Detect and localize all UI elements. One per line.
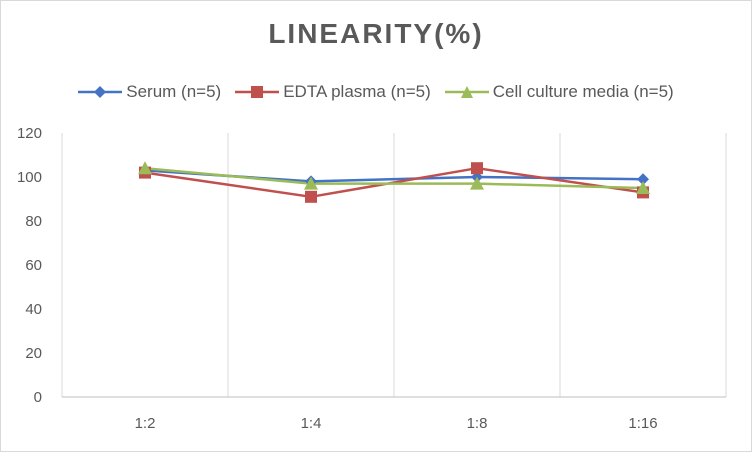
y-tick-label: 60	[25, 257, 42, 274]
data-point-2	[636, 181, 650, 194]
legend-item-serum: Serum (n=5)	[78, 82, 221, 102]
legend-item-edta-plasma: EDTA plasma (n=5)	[235, 82, 431, 102]
data-point-2	[138, 161, 152, 175]
data-point-2	[304, 176, 318, 190]
legend-label-serum: Serum (n=5)	[126, 82, 222, 101]
legend-marker-edta-plasma	[235, 86, 280, 98]
legend-label-edta-plasma: EDTA plasma (n=5)	[283, 82, 431, 101]
series-line-2	[144, 166, 644, 190]
y-tick-label: 120	[17, 125, 42, 142]
data-point-1	[471, 162, 483, 175]
data-point-2	[470, 176, 484, 190]
data-point-0	[637, 173, 649, 186]
chart-title: LINEARITY(%)	[268, 18, 484, 49]
x-tick-label: 1:8	[467, 415, 488, 432]
y-tick-label: 100	[17, 169, 42, 186]
legend-marker-cell-culture-media	[444, 86, 489, 98]
legend-marker-serum	[78, 86, 123, 98]
x-tick-label: 1:2	[135, 415, 156, 432]
y-tick-label: 80	[25, 213, 42, 230]
data-point-1	[305, 190, 317, 203]
y-tick-label: 20	[25, 345, 42, 362]
legend-item-cell-culture-media: Cell culture media (n=5)	[444, 82, 674, 102]
x-tick-label: 1:16	[628, 415, 657, 432]
legend-label-cell-culture-media: Cell culture media (n=5)	[492, 82, 674, 101]
y-tick-label: 40	[25, 301, 42, 318]
chart-legend: Serum (n=5) EDTA plasma (n=5) Cell cultu…	[0, 80, 752, 104]
y-tick-label: 0	[34, 389, 42, 406]
x-tick-label: 1:4	[301, 415, 322, 432]
